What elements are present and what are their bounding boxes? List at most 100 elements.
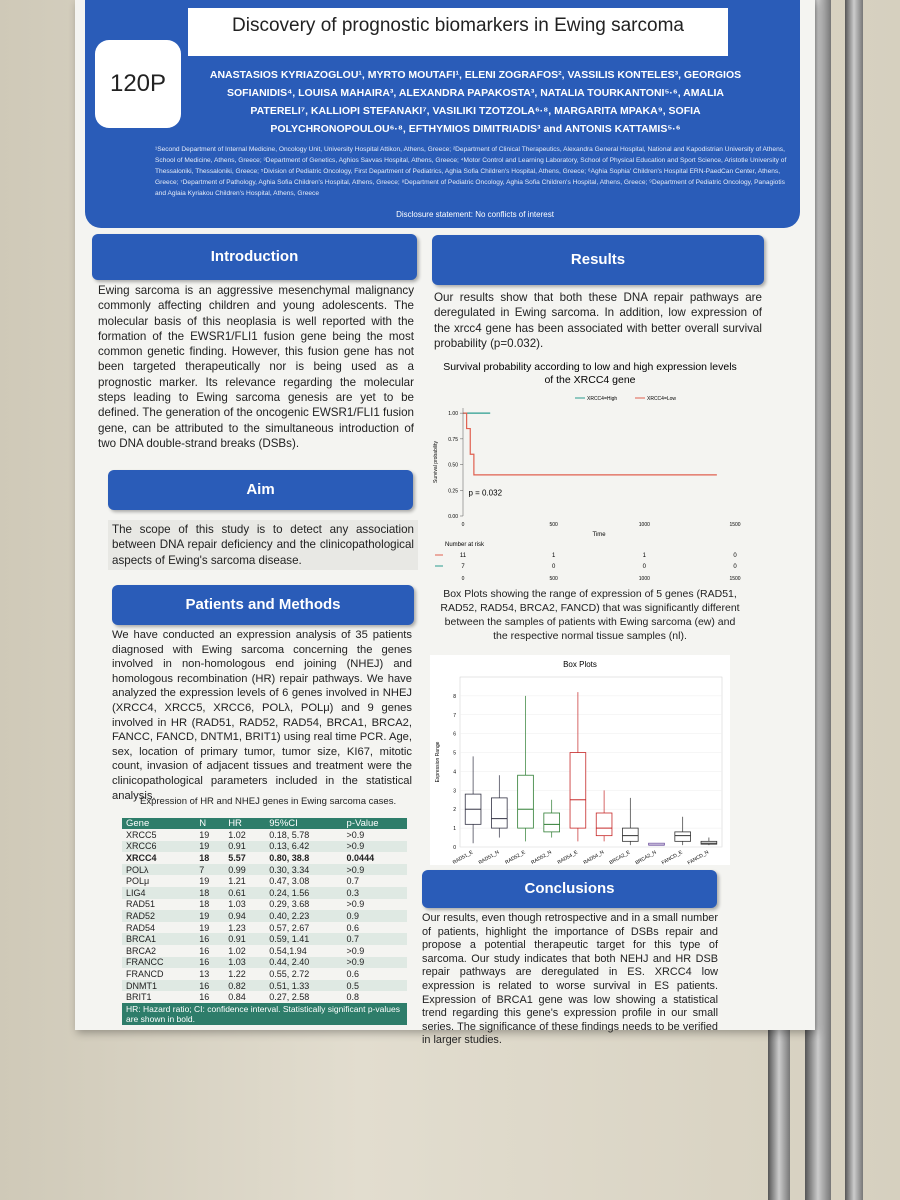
table-cell: 16 bbox=[195, 956, 225, 969]
y-tick-label: 1.00 bbox=[448, 411, 458, 417]
poster-number: 120P bbox=[95, 40, 181, 128]
table-cell: 0.9 bbox=[342, 910, 407, 922]
table-cell: 0.0444 bbox=[346, 852, 375, 863]
table-cell: POLμ bbox=[126, 876, 150, 887]
table-cell: 19 bbox=[199, 922, 210, 933]
risk-count: 0 bbox=[643, 564, 647, 570]
table-cell: FRANCD bbox=[126, 968, 164, 979]
table: Gene N HR 95%CI p-Value XRCC5 19 1.02 0.18, 5.78… bbox=[122, 818, 407, 1003]
column-header: Gene bbox=[122, 818, 196, 829]
y-tick-label: 0 bbox=[453, 845, 456, 851]
table-cell: 0.40, 2.23 bbox=[265, 910, 343, 922]
table-row: RAD52 19 0.94 0.40, 2.23 0.9 bbox=[122, 910, 407, 922]
table-cell: 0.55, 2.72 bbox=[269, 968, 310, 979]
table-row: XRCC5 19 1.02 0.18, 5.78 >0.9 bbox=[122, 829, 407, 841]
table-cell: 7 bbox=[195, 863, 225, 876]
x-tick-label: RAD51_N bbox=[478, 849, 501, 865]
y-axis-label: Survival probability bbox=[433, 441, 439, 483]
risk-count: 7 bbox=[461, 564, 465, 570]
table-cell: 0.44, 2.40 bbox=[265, 956, 343, 969]
risk-count: 1 bbox=[552, 553, 556, 559]
table-cell: 19 bbox=[195, 910, 225, 922]
table-cell: 0.29, 3.68 bbox=[269, 899, 310, 910]
table-cell: 1.02 bbox=[228, 829, 246, 840]
column-header: HR bbox=[224, 818, 266, 829]
box-caption: Box Plots showing the range of expressio… bbox=[440, 588, 740, 642]
table-caption: Expression of HR and NHEJ genes in Ewing… bbox=[140, 796, 397, 807]
x-tick-label: 500 bbox=[549, 522, 558, 528]
table-cell: RAD51 bbox=[126, 899, 156, 910]
table-row: DNMT1 16 0.82 0.51, 1.33 0.5 bbox=[122, 979, 407, 992]
y-axis-label: Expression Range bbox=[435, 741, 441, 782]
y-tick-label: 3 bbox=[453, 788, 456, 794]
y-tick-label: 7 bbox=[453, 713, 456, 719]
km-chart: Survival probability according to low an… bbox=[433, 361, 741, 582]
table-cell: >0.9 bbox=[342, 863, 407, 876]
x-tick-label: 1500 bbox=[729, 576, 740, 582]
table-cell: XRCC5 bbox=[126, 829, 157, 840]
risk-count: 0 bbox=[733, 564, 737, 570]
table-cell: 0.54,1.94 bbox=[269, 945, 307, 956]
table-cell: 16 bbox=[199, 992, 210, 1003]
table-cell: BRCA1 bbox=[122, 933, 196, 945]
y-tick-label: 0.50 bbox=[448, 463, 458, 469]
table-cell: 0.18, 5.78 bbox=[269, 829, 310, 840]
table-cell: POLλ bbox=[122, 863, 196, 876]
x-tick-label: RAD52_E bbox=[504, 849, 527, 865]
x-tick-label: 1000 bbox=[639, 576, 650, 582]
x-tick-label: RAD54_N bbox=[583, 849, 606, 865]
box bbox=[674, 831, 691, 842]
table-cell: 18 bbox=[195, 886, 225, 899]
table-row: XRCC4 18 5.57 0.80, 38.8 0.0444 bbox=[122, 852, 407, 864]
y-tick-label: 0.00 bbox=[448, 514, 458, 520]
x-tick-label: 1500 bbox=[729, 522, 740, 528]
section-heading: Patients and Methods bbox=[112, 585, 414, 625]
box bbox=[595, 812, 613, 837]
legend-label: XRCC4=Low bbox=[647, 396, 676, 402]
table-cell: 0.59, 1.41 bbox=[265, 933, 343, 945]
table-cell: 0.99 bbox=[224, 863, 266, 876]
table-cell: 0.94 bbox=[224, 910, 266, 922]
table-cell: 0.61 bbox=[224, 886, 266, 899]
y-tick-label: 0.25 bbox=[448, 488, 458, 494]
table-row: RAD54 19 1.23 0.57, 2.67 0.6 bbox=[122, 922, 407, 934]
table-cell: 0.24, 1.56 bbox=[265, 886, 343, 899]
table-cell: >0.9 bbox=[346, 945, 365, 956]
section-heading: Conclusions bbox=[422, 870, 717, 908]
table-cell: >0.9 bbox=[342, 840, 407, 853]
table-cell: 0.7 bbox=[346, 876, 360, 887]
section-text: Our results, even though retrospective a… bbox=[422, 912, 718, 1047]
x-tick-label: 0 bbox=[462, 576, 465, 582]
section-text: We have conducted an expression analysis… bbox=[112, 629, 412, 802]
table-cell: 0.91 bbox=[224, 840, 266, 853]
title: Discovery of prognostic biomarkers in Ew… bbox=[188, 8, 728, 56]
section-text: Our results show that both these DNA rep… bbox=[434, 291, 762, 350]
risk-count: 1 bbox=[643, 553, 647, 559]
table-row: BRCA1 16 0.91 0.59, 1.41 0.7 bbox=[122, 933, 407, 945]
table-cell: >0.9 bbox=[346, 829, 365, 840]
x-tick-label: 0 bbox=[462, 522, 465, 528]
risk-count: 11 bbox=[460, 553, 467, 559]
table-cell: BRCA2 bbox=[126, 945, 157, 956]
table-cell: 13 bbox=[199, 968, 210, 979]
x-tick-label: RAD54_E bbox=[557, 849, 580, 865]
x-tick-label: RAD52_N bbox=[530, 849, 553, 865]
risk-count: 0 bbox=[552, 564, 556, 570]
disclosure: Disclosure statement: No conflicts of in… bbox=[396, 210, 554, 219]
table-cell: 1.21 bbox=[228, 876, 246, 887]
table-cell: LIG4 bbox=[122, 886, 196, 899]
table-cell: 0.57, 2.67 bbox=[269, 922, 310, 933]
table-cell: 1.22 bbox=[228, 968, 246, 979]
table-cell: FRANCC bbox=[122, 956, 196, 969]
legend-label: XRCC4=High bbox=[587, 396, 617, 402]
table-cell: 0.3 bbox=[342, 886, 407, 899]
table-row: POLλ 7 0.99 0.30, 3.34 >0.9 bbox=[122, 863, 407, 876]
section-text: Ewing sarcoma is an aggressive mesenchym… bbox=[98, 284, 414, 450]
table-cell: RAD54 bbox=[126, 922, 156, 933]
table-cell: 1.03 bbox=[228, 899, 246, 910]
y-tick-label: 6 bbox=[453, 732, 456, 738]
box bbox=[517, 774, 534, 829]
x-tick-label: BRCA2_E bbox=[609, 849, 632, 865]
table-cell: 18 bbox=[199, 852, 210, 863]
table-cell: 1.03 bbox=[224, 956, 266, 969]
